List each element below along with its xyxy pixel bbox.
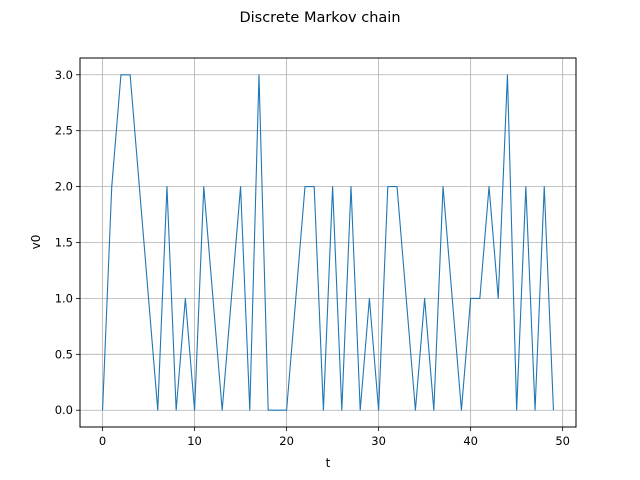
x-tick-label: 30	[371, 434, 386, 448]
x-tick-label: 10	[187, 434, 202, 448]
x-tick-label: 40	[463, 434, 478, 448]
chart-title: Discrete Markov chain	[239, 10, 400, 26]
y-tick-label: 0.0	[55, 403, 73, 417]
x-tick-label: 20	[279, 434, 294, 448]
y-tick-label: 0.5	[55, 347, 73, 361]
x-tick-label: 50	[555, 434, 570, 448]
y-tick-label: 1.0	[55, 291, 73, 305]
x-axis: 0 10 20 30 40 50	[99, 427, 570, 448]
series-line-0	[102, 74, 554, 411]
y-tick-label: 2.5	[55, 124, 73, 138]
y-tick-label: 3.0	[55, 68, 73, 82]
y-axis-label: v0	[29, 235, 43, 250]
y-tick-label: 1.5	[55, 236, 73, 250]
x-axis-label: t	[326, 456, 331, 470]
y-axis: 0.0 0.5 1.0 1.5 2.0 2.5 3.0	[55, 68, 80, 417]
series-layer	[102, 74, 554, 411]
y-tick-label: 2.0	[55, 180, 73, 194]
x-tick-label: 0	[99, 434, 106, 448]
